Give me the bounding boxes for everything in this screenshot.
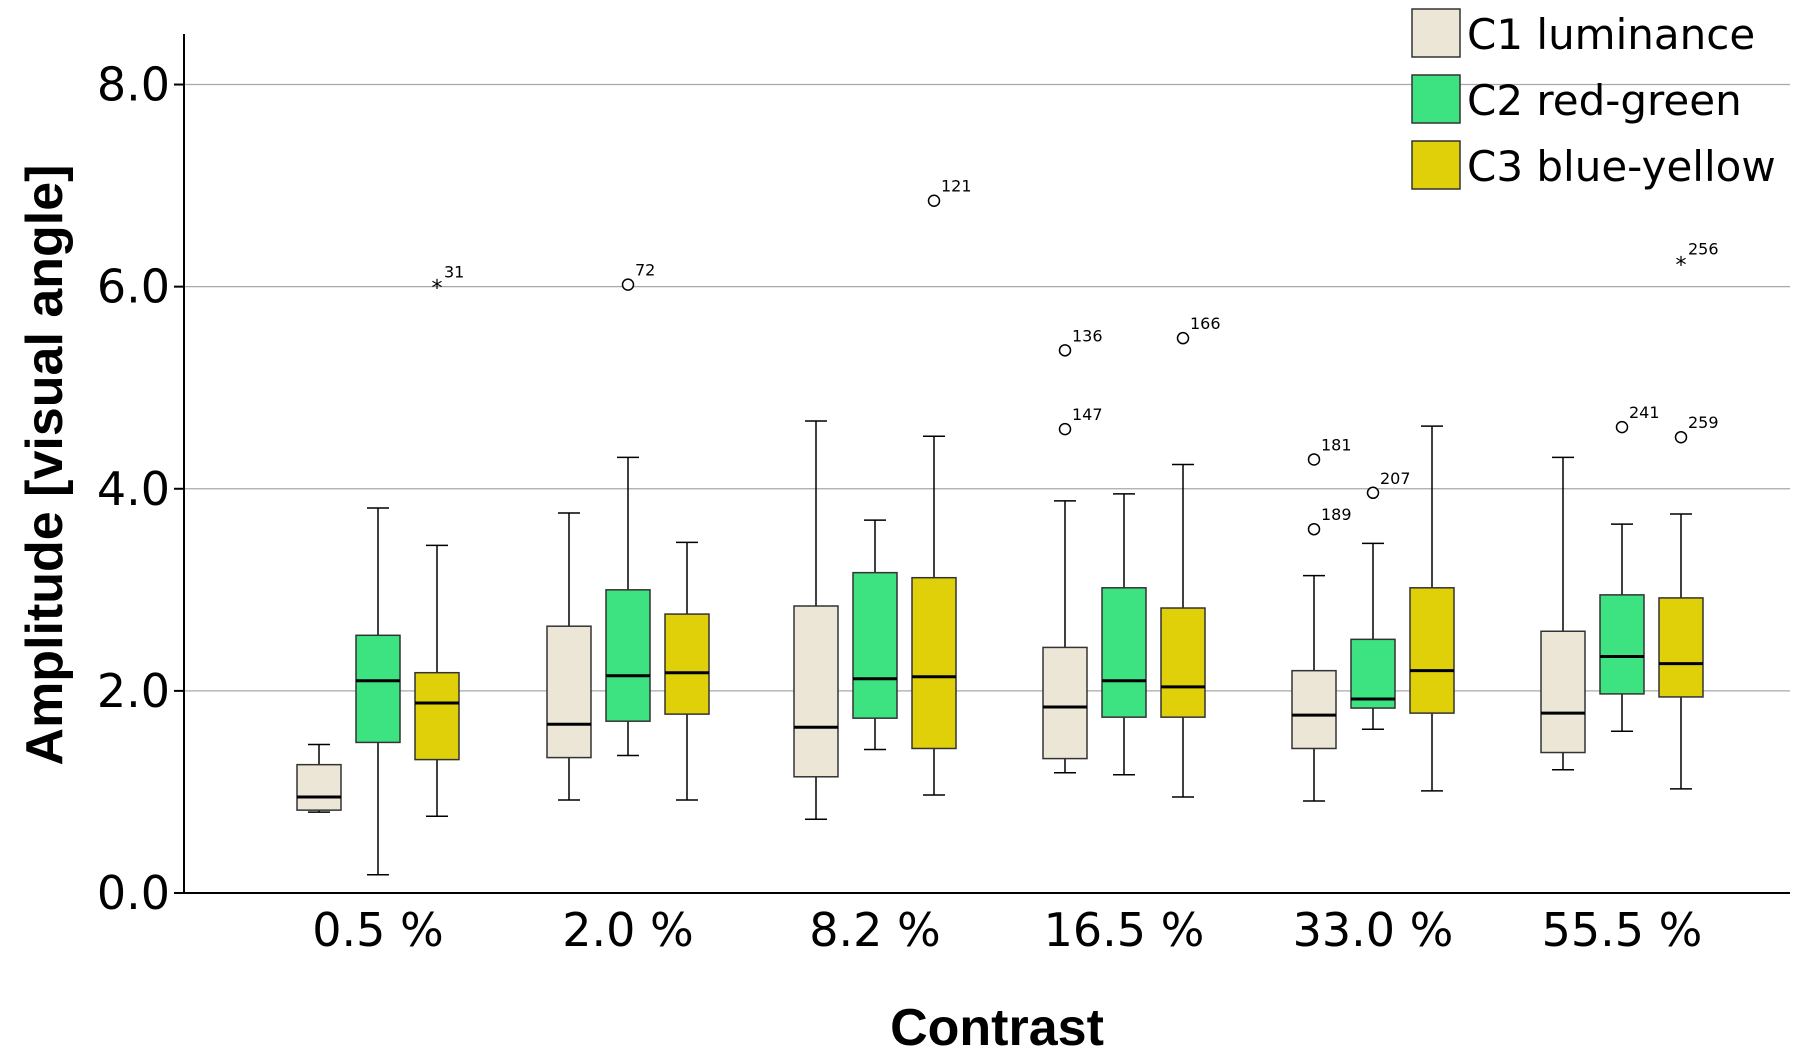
box-iqr [414,671,460,761]
box-0-1 [546,512,592,801]
x-tick-label: 0.5 % [312,903,444,957]
y-tick-label: 8.0 [97,58,170,112]
box-iqr [1291,669,1337,750]
outlier-label: 147 [1072,405,1103,424]
legend: C1 luminance C2 red-green C3 blue-yellow [1411,8,1776,191]
outlier-point [927,194,941,207]
box-iqr [1599,594,1645,695]
outlier-label: 31 [444,263,464,282]
outlier-label: 259 [1688,413,1719,432]
legend-label: C2 red-green [1467,76,1742,125]
box-iqr [793,605,839,778]
outlier-star: * [432,277,443,302]
outlier-label: 136 [1072,326,1103,345]
box-iqr [1350,638,1396,709]
x-tick-label: 55.5 % [1542,903,1703,957]
outlier-label: 256 [1688,239,1719,258]
y-tick-label: 2.0 [97,664,170,718]
box-1-5 [1599,523,1645,733]
outlier-point [1307,522,1321,536]
box-iqr [546,625,592,759]
outlier-label: 207 [1380,469,1411,488]
box-0-3 [1042,500,1088,774]
legend-entry-0: C1 luminance [1411,8,1755,59]
box-0-4 [1291,574,1337,802]
outlier-point [1615,420,1629,434]
axes [183,34,1790,894]
box-0-0 [296,743,342,813]
outlier-star: * [1676,253,1687,278]
y-tick-labels: 0.0 2.0 4.0 6.0 8.0 [97,58,184,920]
outlier-point [1674,430,1688,444]
box-iqr [1409,587,1455,714]
box-2-1 [664,541,710,801]
outlier-label: 241 [1629,403,1660,422]
outlier-label: 181 [1321,435,1352,454]
outlier-point [1307,453,1321,466]
box-2-3 [1160,463,1206,798]
y-axis-title: Amplitude [visual angle] [16,165,74,766]
box-iqr [911,576,957,750]
outlier-point [1366,486,1380,500]
box-iqr [296,763,342,811]
legend-swatch [1411,140,1461,190]
x-tick-label: 8.2 % [809,903,941,957]
box-iqr [355,634,401,744]
box-2-4 [1409,425,1455,792]
box-2-2 [911,435,957,796]
legend-swatch [1411,8,1461,58]
y-tick-label: 4.0 [97,462,170,516]
legend-swatch [1411,74,1461,124]
x-tick-label: 2.0 % [562,903,694,957]
legend-label: C3 blue-yellow [1467,142,1776,191]
legend-entry-1: C2 red-green [1411,74,1742,125]
y-tick-label: 0.0 [97,866,170,920]
box-1-3 [1101,493,1147,776]
outlier-point [621,278,635,291]
outlier-point [1058,344,1072,357]
x-tick-labels: 0.5 % 2.0 % 8.2 % 16.5 % 33.0 % 55.5 % [312,903,1702,957]
box-1-0 [355,507,401,876]
box-1-2 [852,519,898,751]
box-iqr [1160,607,1206,718]
outlier-point [1058,422,1072,436]
x-tick-label: 16.5 % [1044,903,1205,957]
legend-entry-2: C3 blue-yellow [1411,140,1776,191]
box-1-1 [605,456,651,757]
legend-label: C1 luminance [1467,10,1755,59]
box-iqr [1540,630,1586,754]
outlier-point [1176,331,1190,345]
box-2-0 [414,544,460,817]
box-iqr [1101,587,1147,718]
gridlines [184,83,1790,692]
box-iqr [605,589,651,722]
box-0-5 [1540,456,1586,771]
box-0-2 [793,420,839,820]
box-iqr [664,613,710,715]
x-axis-title: Contrast [890,999,1104,1057]
x-tick-label: 33.0 % [1293,903,1454,957]
box-iqr [1658,597,1704,698]
outlier-label: 189 [1321,505,1352,524]
boxes [296,420,1704,876]
outlier-label: 72 [635,261,655,280]
y-tick-label: 6.0 [97,260,170,314]
box-iqr [852,571,898,719]
box-1-4 [1350,542,1396,731]
outlier-label: 166 [1190,314,1221,333]
outlier-label: 121 [941,177,972,196]
box-2-5 [1658,513,1704,790]
box-iqr [1042,646,1088,760]
